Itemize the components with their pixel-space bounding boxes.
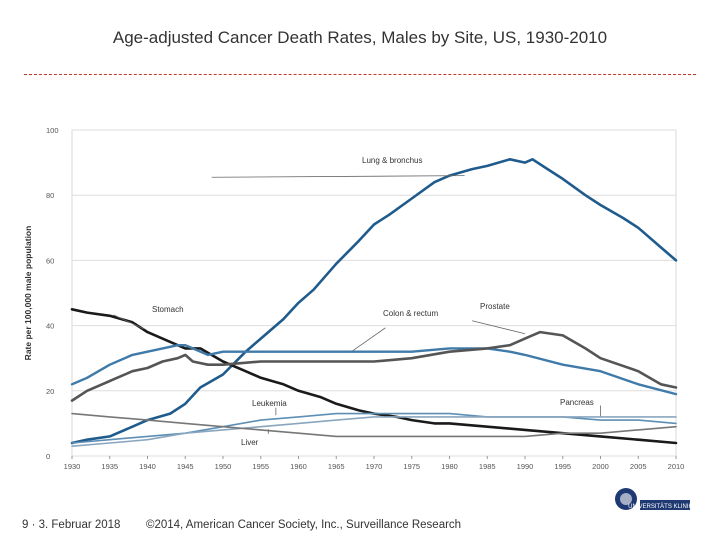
annotation-leukemia: Leukemia <box>252 399 287 408</box>
annotation-stomach: Stomach <box>152 305 184 314</box>
annotation-lung-bronchus: Lung & bronchus <box>362 156 423 165</box>
x-tick-label: 1985 <box>479 462 496 471</box>
slide-title: Age-adjusted Cancer Death Rates, Males b… <box>112 28 608 47</box>
x-tick-label: 1940 <box>139 462 156 471</box>
annotation-prostate: Prostate <box>480 302 510 311</box>
university-hospital-logo: UNIVERSITÄTS KLINIKUM <box>615 488 692 510</box>
y-axis-label: Rate per 100,000 male population <box>23 226 33 361</box>
x-tick-label: 1945 <box>177 462 194 471</box>
plot-frame <box>71 129 677 457</box>
x-tick-label: 2010 <box>668 462 685 471</box>
series-line-prostate <box>70 330 678 402</box>
annotation-colon-rectum: Colon & rectum <box>383 309 438 318</box>
x-tick-label: 1965 <box>328 462 345 471</box>
series-line-lung-bronchus <box>70 158 678 445</box>
series-line-stomach <box>70 308 678 445</box>
x-tick-label: 1995 <box>554 462 571 471</box>
x-tick-label: 2005 <box>630 462 647 471</box>
series-line-leukemia <box>71 412 677 444</box>
logo-text: UNIVERSITÄTS KLINIKUM <box>628 503 692 510</box>
annotation-leader-stomach <box>113 314 144 330</box>
x-tick-label: 1930 <box>64 462 81 471</box>
x-tick-label: 1950 <box>215 462 232 471</box>
y-tick-label: 80 <box>46 191 54 200</box>
x-tick-label: 1935 <box>101 462 118 471</box>
series-line-colon-rectum <box>70 344 678 396</box>
y-tick-label: 0 <box>46 452 50 461</box>
x-tick-label: 1980 <box>441 462 458 471</box>
y-tick-label: 20 <box>46 387 54 396</box>
annotation-leader-lung-bronchus <box>211 175 465 178</box>
y-tick-label: 100 <box>46 126 59 135</box>
footer-date: 9 · 3. Februar 2018 <box>22 519 121 531</box>
x-tick-label: 1975 <box>403 462 420 471</box>
y-tick-label: 40 <box>46 322 54 331</box>
x-tick-label: 1955 <box>252 462 269 471</box>
annotation-leader-prostate <box>472 320 526 335</box>
x-tick-label: 1990 <box>517 462 534 471</box>
series-line-liver <box>71 412 677 438</box>
annotation-leader-colon-rectum <box>351 327 386 353</box>
annotation-liver: Liver <box>241 438 259 447</box>
title-divider <box>24 74 696 75</box>
footer-copyright: ©2014, American Cancer Society, Inc., Su… <box>146 519 462 531</box>
annotation-pancreas: Pancreas <box>560 398 594 407</box>
series-line-pancreas <box>71 416 677 447</box>
y-tick-label: 60 <box>46 256 54 265</box>
x-tick-label: 1960 <box>290 462 307 471</box>
x-tick-label: 2000 <box>592 462 609 471</box>
x-tick-label: 1970 <box>366 462 383 471</box>
